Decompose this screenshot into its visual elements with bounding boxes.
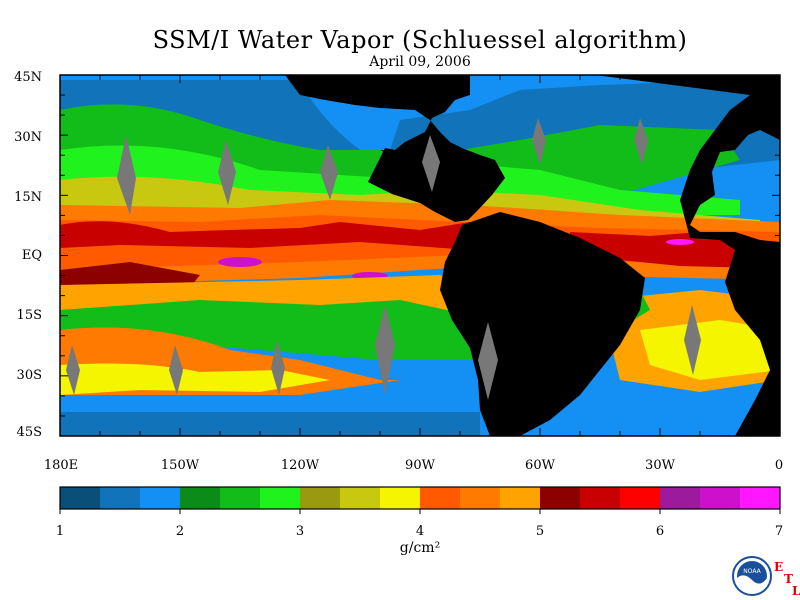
colorbar-swatch: [740, 487, 781, 509]
colorbar-swatch: [460, 487, 501, 509]
colorbar-swatch: [660, 487, 701, 509]
gap-9: [271, 340, 285, 395]
gap-12: [684, 305, 701, 375]
lat-label-30n: 30N: [14, 130, 42, 145]
noaa-logo-text: NOAA: [743, 568, 761, 575]
colorbar-swatch: [620, 487, 661, 509]
colorbar-swatch: [140, 487, 181, 509]
colorbar-swatch: [60, 487, 101, 509]
lat-label-45s: 45S: [16, 425, 42, 440]
lat-label-15n: 15N: [14, 190, 42, 205]
colorbar-swatch: [380, 487, 421, 509]
gap-2: [218, 140, 236, 205]
land-north-america: [285, 75, 505, 222]
lon-label-30w: 30W: [645, 458, 675, 473]
colorbar-swatch: [540, 487, 581, 509]
gap-11: [478, 322, 498, 400]
data-gaps: [66, 118, 701, 400]
lat-label-eq: EQ: [21, 248, 42, 263]
map-title: SSM/I Water Vapor (Schluessel algorithm): [152, 26, 688, 54]
lon-label-0: 0: [774, 458, 784, 473]
lon-label-180e: 180E: [43, 458, 79, 473]
colorbar-unit: g/cm²: [399, 540, 441, 556]
colorbar-swatch: [420, 487, 461, 509]
map-field: [60, 75, 780, 436]
colorbar-swatch: [260, 487, 301, 509]
etl-letter-e: E: [774, 560, 784, 574]
gap-7: [66, 345, 80, 395]
colorbar-label-3: 3: [295, 524, 305, 539]
noaa-logo: NOAA: [732, 556, 772, 596]
colorbar: [60, 487, 781, 509]
lon-label-120w: 120W: [280, 458, 320, 473]
colorbar-swatch: [500, 487, 541, 509]
colorbar-ticks: [59, 509, 781, 514]
colorbar-label-4: 4: [415, 524, 425, 539]
lon-label-90w: 90W: [405, 458, 435, 473]
colorbar-swatch: [180, 487, 221, 509]
vapor-band-south-atlantic-inner: [640, 320, 780, 380]
colorbar-swatch: [700, 487, 741, 509]
lat-label-30s: 30S: [16, 368, 42, 383]
gap-6: [634, 118, 648, 165]
colorbar-label-1: 1: [55, 524, 65, 539]
gap-8: [169, 345, 183, 395]
vapor-band-south-yellow: [60, 363, 330, 395]
vapor-peak-3: [666, 239, 694, 245]
vapor-peak-1: [218, 257, 262, 267]
vapor-band-south-atlantic-dry: [600, 380, 780, 436]
gap-3: [320, 145, 338, 200]
lat-label-15s: 15S: [16, 308, 42, 323]
vapor-band-south-far: [60, 412, 480, 436]
colorbar-label-6: 6: [655, 524, 665, 539]
gap-4: [422, 135, 440, 192]
colorbar-label-5: 5: [535, 524, 545, 539]
colorbar-swatch: [340, 487, 381, 509]
colorbar-label-7: 7: [774, 524, 784, 539]
etl-letter-l: L: [792, 584, 800, 598]
gap-10: [375, 305, 395, 395]
colorbar-swatch: [300, 487, 341, 509]
etl-letter-t: T: [784, 572, 793, 586]
map-date: April 09, 2006: [369, 54, 471, 70]
colorbar-swatch: [220, 487, 261, 509]
colorbar-swatch: [100, 487, 141, 509]
land-europe-africa: [595, 75, 780, 436]
lon-label-150w: 150W: [160, 458, 200, 473]
vapor-max-pacific: [60, 221, 470, 250]
lat-label-45n: 45N: [14, 70, 42, 85]
colorbar-label-2: 2: [175, 524, 185, 539]
axis-ticks: [59, 74, 781, 437]
colorbar-swatch: [580, 487, 621, 509]
gap-1: [117, 135, 136, 215]
gap-5: [532, 118, 546, 165]
lon-label-60w: 60W: [525, 458, 555, 473]
